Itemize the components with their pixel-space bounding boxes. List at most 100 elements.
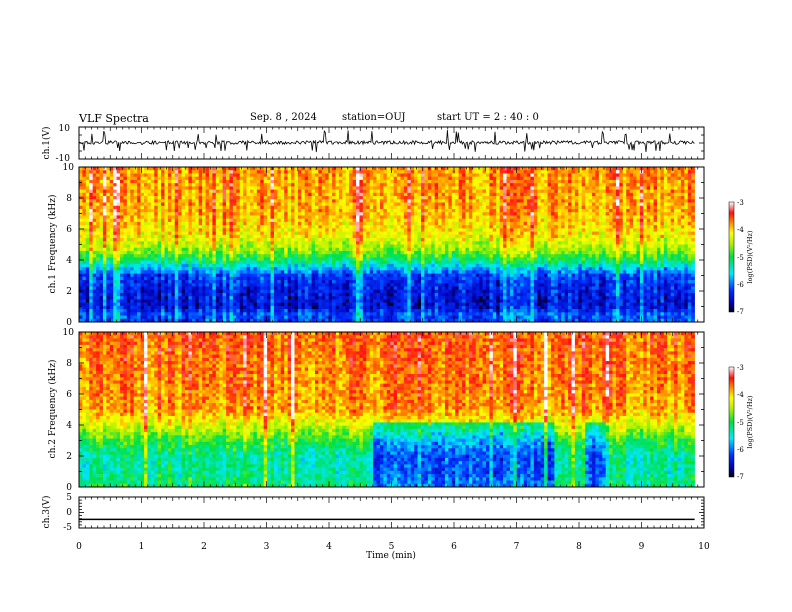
- spectrogram-cell: [383, 170, 388, 174]
- spectrogram-cell: [376, 218, 381, 223]
- spectrogram-cell: [215, 202, 220, 207]
- spectrogram-cell: [253, 257, 258, 261]
- spectrogram-cell: [130, 280, 135, 284]
- spectrogram-cell: [308, 273, 312, 278]
- spectrogram-cell: [356, 202, 360, 207]
- spectrogram-cell: [356, 318, 360, 323]
- spectrogram-cell: [260, 244, 264, 249]
- spectrogram-cell: [116, 241, 121, 245]
- spectrogram-cell: [123, 202, 128, 207]
- spectrogram-cell: [304, 228, 309, 232]
- spectrogram-cell: [215, 280, 220, 284]
- spectrogram-cell: [147, 273, 152, 278]
- spectrogram-cell: [154, 183, 158, 187]
- spectrogram-cell: [181, 167, 186, 171]
- spectrogram-cell: [393, 173, 398, 177]
- spectrogram-cell: [106, 305, 111, 310]
- spectrogram-cell: [410, 167, 415, 171]
- spectrogram-cell: [301, 283, 306, 287]
- spectrogram-cell: [126, 176, 131, 181]
- spectrogram-cell: [147, 205, 152, 210]
- spectrogram-cell: [229, 309, 234, 313]
- spectrogram-cell: [174, 218, 179, 223]
- spectrogram-cell: [373, 280, 377, 284]
- spectrogram-cell: [352, 167, 357, 171]
- spectrogram-cell: [349, 215, 353, 219]
- spectrogram-cell: [414, 267, 418, 271]
- spectrogram-cell: [338, 244, 343, 249]
- spectrogram-cell: [92, 267, 97, 271]
- spectrogram-cell: [414, 276, 418, 281]
- spectrogram-cell: [181, 212, 186, 216]
- spectrogram-cell: [318, 312, 323, 316]
- spectrogram-cell: [335, 189, 340, 194]
- spectrogram-cell: [277, 305, 282, 310]
- spectrogram-cell: [270, 250, 275, 255]
- spectrogram-cell: [328, 309, 333, 313]
- spectrogram-cell: [116, 205, 121, 210]
- spectrogram-cell: [414, 186, 418, 190]
- spectrogram-cell: [202, 254, 206, 258]
- spectrogram-cell: [130, 296, 135, 300]
- spectrogram-cell: [154, 173, 158, 177]
- spectrogram-cell: [123, 234, 128, 239]
- spectrogram-cell: [185, 179, 189, 184]
- spectrogram-cell: [140, 299, 145, 303]
- spectrogram-cell: [208, 179, 213, 184]
- spectrogram-cell: [181, 186, 186, 190]
- spectrogram-cell: [222, 176, 227, 181]
- spectrogram-cell: [393, 267, 398, 271]
- spectrogram-cell: [356, 257, 360, 261]
- spectrogram-cell: [154, 309, 158, 313]
- spectrogram-cell: [133, 276, 138, 281]
- spectrogram-cell: [130, 289, 135, 294]
- spectrogram-cell: [79, 241, 83, 245]
- spectrogram-cell: [226, 267, 230, 271]
- spectrogram-cell: [362, 286, 367, 291]
- spectrogram-cell: [123, 231, 128, 236]
- spectrogram-cell: [270, 170, 275, 174]
- spectrogram-cell: [376, 260, 381, 265]
- spectrogram-cell: [267, 199, 271, 203]
- spectrogram-cell: [208, 176, 213, 181]
- spectrogram-cell: [154, 257, 158, 261]
- spectrogram-cell: [89, 257, 93, 261]
- spectrogram-cell: [345, 270, 350, 274]
- spectrogram-cell: [352, 189, 357, 194]
- spectrogram-cell: [202, 225, 206, 229]
- spectrogram-cell: [270, 183, 275, 187]
- spectrogram-cell: [301, 186, 306, 190]
- spectrogram-cell: [277, 170, 282, 174]
- spectrogram-cell: [311, 241, 316, 245]
- spectrogram-cell: [89, 260, 93, 265]
- spectrogram-cell: [260, 173, 264, 177]
- spectrogram-cell: [82, 267, 87, 271]
- spectrogram-cell: [191, 260, 196, 265]
- spectrogram-cell: [232, 234, 237, 239]
- spectrogram-cell: [297, 189, 302, 194]
- spectrogram-cell: [256, 273, 261, 278]
- spectrogram-cell: [202, 289, 206, 294]
- spectrogram-cell: [212, 170, 217, 174]
- spectrogram-cell: [291, 189, 295, 194]
- spectrogram-cell: [195, 234, 199, 239]
- spectrogram-cell: [126, 215, 131, 219]
- spectrogram-cell: [164, 299, 169, 303]
- spectrogram-cell: [414, 202, 418, 207]
- spectrogram-cell: [256, 260, 261, 265]
- spectrogram-cell: [325, 315, 329, 320]
- spectrogram-cell: [246, 199, 251, 203]
- spectrogram-cell: [188, 267, 193, 271]
- spectrogram-cell: [246, 192, 251, 197]
- spectrogram-cell: [304, 254, 309, 258]
- spectrogram-cell: [150, 292, 155, 297]
- spectrogram-cell: [150, 192, 155, 197]
- spectrogram-cell: [137, 289, 141, 294]
- spectrogram-cell: [414, 199, 418, 203]
- spectrogram-cell: [338, 270, 343, 274]
- spectrogram-cell: [308, 244, 312, 249]
- spectrogram-cell: [260, 305, 264, 310]
- spectrogram-cell: [253, 312, 258, 316]
- spectrogram-cell: [89, 296, 93, 300]
- spectrogram-cell: [79, 215, 83, 219]
